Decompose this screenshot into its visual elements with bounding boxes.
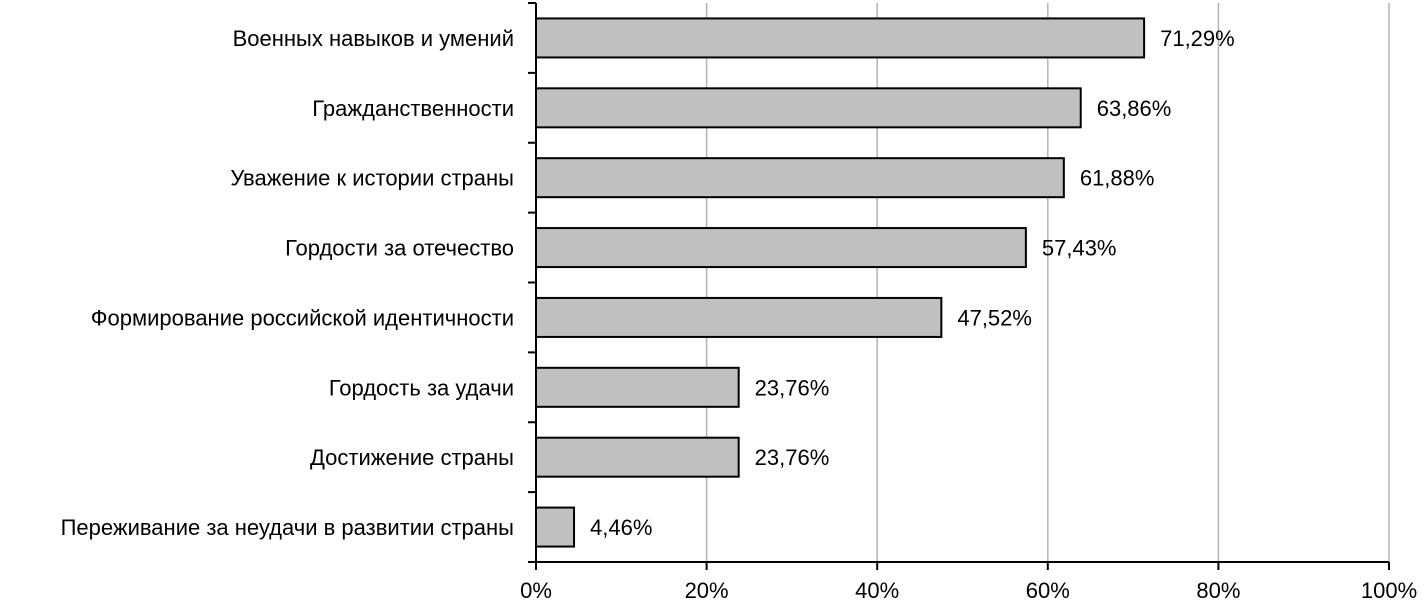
bar (535, 17, 1146, 59)
data-label: 71,29% (1160, 26, 1235, 51)
bars (535, 17, 1146, 548)
data-label: 23,76% (755, 375, 830, 400)
x-tick-label: 60% (1026, 578, 1070, 603)
bar (535, 506, 576, 548)
x-tick-label: 0% (520, 578, 552, 603)
category-label: Достижение страны (310, 445, 514, 470)
labels: 71,29% Военных навыков и умений 63,86% Граж… (61, 26, 1418, 603)
category-label: Гражданственности (312, 96, 514, 121)
x-tick-label: 20% (685, 578, 729, 603)
x-tick-label: 40% (855, 578, 899, 603)
category-label: Гордость за удачи (329, 375, 514, 400)
category-label: Военных навыков и умений (233, 26, 514, 51)
axes (528, 2, 1390, 570)
category-label: Переживание за неудачи в развитии страны (61, 515, 514, 540)
data-label: 61,88% (1080, 166, 1155, 191)
bar (535, 87, 1082, 129)
bar (535, 436, 740, 478)
data-label: 63,86% (1097, 96, 1172, 121)
bar (535, 227, 1027, 269)
x-tick-label: 80% (1196, 578, 1240, 603)
data-label: 57,43% (1042, 236, 1117, 261)
bar (535, 296, 943, 338)
x-tick-label: 100% (1361, 578, 1417, 603)
data-label: 23,76% (755, 445, 830, 470)
bar (535, 157, 1065, 199)
grid-lines (705, 3, 1390, 562)
category-label: Уважение к истории страны (230, 166, 514, 191)
category-label: Гордости за отечество (285, 236, 514, 261)
data-label: 47,52% (957, 305, 1032, 330)
category-label: Формирование российской идентичности (91, 305, 514, 330)
bar (535, 366, 740, 408)
data-label: 4,46% (590, 515, 652, 540)
